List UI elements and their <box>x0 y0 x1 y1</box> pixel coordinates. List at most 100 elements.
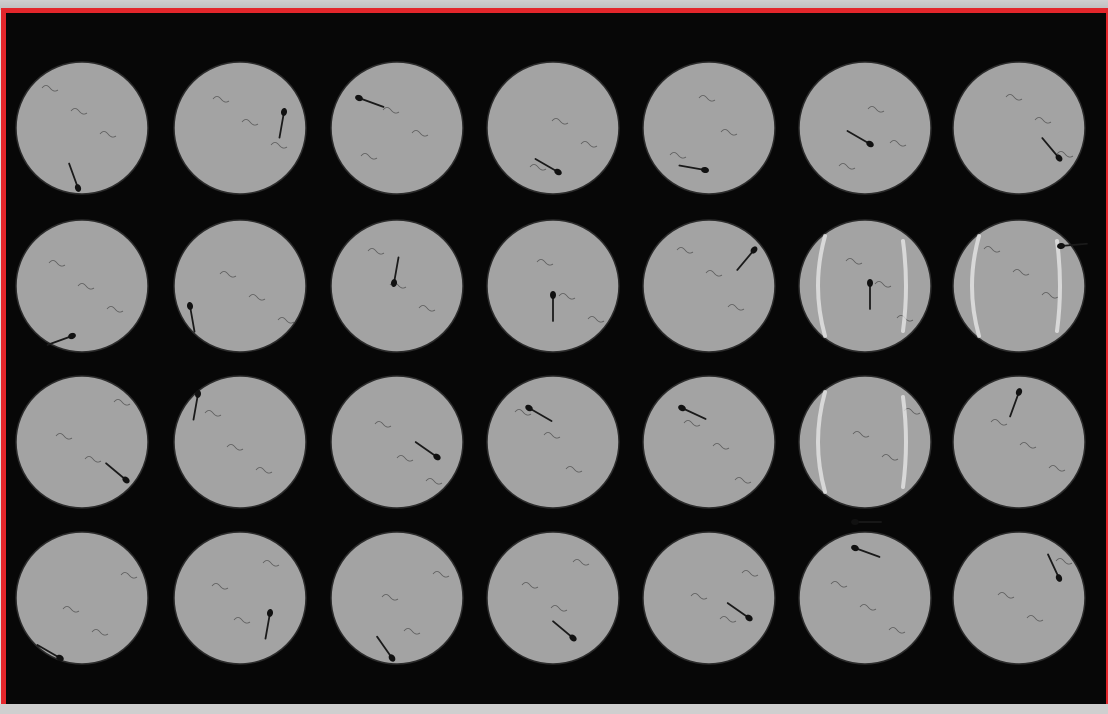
debris-mark <box>241 119 259 126</box>
larva <box>736 246 758 271</box>
larva <box>678 404 707 420</box>
well-B3 <box>330 219 464 353</box>
larva-tail <box>1047 553 1060 579</box>
well-A3 <box>330 61 464 195</box>
debris-mark <box>396 455 414 462</box>
debris-mark <box>432 571 450 578</box>
well-A4 <box>486 61 620 195</box>
larva-head <box>433 453 441 461</box>
debris-mark <box>888 627 906 634</box>
well-B7 <box>952 219 1088 353</box>
debris-mark <box>113 399 131 406</box>
larva <box>534 158 562 176</box>
larva-tail <box>192 393 199 421</box>
well-A1 <box>15 61 149 195</box>
well-D7-disc <box>952 531 1086 665</box>
debris-mark <box>521 582 539 589</box>
larva-tail <box>528 407 553 422</box>
larva <box>414 441 441 461</box>
larva <box>851 519 882 525</box>
debris-mark <box>514 409 532 416</box>
debris-mark <box>1012 269 1030 276</box>
debris-mark <box>889 140 907 147</box>
well-D2 <box>173 531 307 665</box>
larva-tail <box>1041 137 1060 159</box>
larva-head <box>122 476 130 484</box>
larva <box>105 462 130 484</box>
debris-mark <box>705 270 723 277</box>
well-C7-disc <box>952 375 1086 509</box>
larva-tail <box>534 158 559 173</box>
well-A1-disc <box>15 61 149 195</box>
larva <box>355 94 385 108</box>
well-A5-disc <box>642 61 776 195</box>
larva <box>1041 137 1063 162</box>
larva-head <box>550 291 556 299</box>
larva-head <box>1055 154 1063 162</box>
larva-tail <box>414 441 438 458</box>
glare-streak <box>816 390 827 494</box>
debris-mark <box>99 131 117 138</box>
debris-mark <box>698 95 716 102</box>
larva-head <box>68 332 76 340</box>
debris-mark <box>859 604 877 611</box>
larva-head <box>1015 388 1023 396</box>
larva-tail <box>678 164 706 171</box>
well-D5 <box>642 531 776 665</box>
larva-tail <box>105 462 127 481</box>
well-C6 <box>798 375 932 525</box>
debris-mark <box>381 594 399 601</box>
debris-mark <box>580 141 598 148</box>
debris-mark <box>374 421 392 428</box>
debris-mark <box>1041 292 1059 299</box>
debris-mark <box>255 467 273 474</box>
debris-mark <box>55 433 73 440</box>
debris-mark <box>219 271 237 278</box>
debris-mark <box>830 581 848 588</box>
well-B7-disc <box>952 219 1086 353</box>
larva <box>867 279 873 310</box>
larva <box>376 635 396 662</box>
larva-tail <box>36 644 61 659</box>
debris-mark <box>48 260 66 267</box>
well-A4-disc <box>486 61 620 195</box>
larva <box>186 302 196 333</box>
larva <box>550 291 556 322</box>
larva-head <box>851 544 859 552</box>
larva-tail <box>393 256 400 284</box>
debris-mark <box>529 164 547 171</box>
well-C6-disc <box>798 375 932 509</box>
larva-head <box>1057 242 1065 250</box>
larva-head <box>74 184 82 192</box>
larva-tail <box>1060 242 1088 247</box>
well-B6 <box>798 219 932 353</box>
well-B5 <box>642 219 776 353</box>
debris-mark <box>1055 558 1073 565</box>
larva-head <box>390 279 398 287</box>
well-D6 <box>798 531 932 665</box>
larva-head <box>867 279 873 287</box>
well-D1 <box>15 531 149 665</box>
larva-head <box>280 108 288 116</box>
debris-mark <box>676 247 694 254</box>
well-C7 <box>952 375 1086 509</box>
larva-tail <box>1009 391 1020 418</box>
debris-mark <box>551 118 569 125</box>
well-C2 <box>173 375 307 509</box>
larva-tail <box>854 547 881 558</box>
debris-mark <box>226 444 244 451</box>
debris-mark <box>62 606 80 613</box>
larva-head <box>678 404 686 412</box>
larva-head <box>56 654 64 662</box>
well-D4 <box>486 531 620 665</box>
scan-edge-top <box>0 0 1108 10</box>
larva-tail <box>552 620 574 639</box>
larva-head <box>554 168 562 176</box>
larva <box>1057 242 1088 250</box>
larva <box>726 602 753 622</box>
debris-mark <box>277 317 295 324</box>
well-plate <box>15 61 1088 665</box>
debris-mark <box>719 616 737 623</box>
debris-mark <box>1019 442 1037 449</box>
glare-streak <box>901 239 908 333</box>
